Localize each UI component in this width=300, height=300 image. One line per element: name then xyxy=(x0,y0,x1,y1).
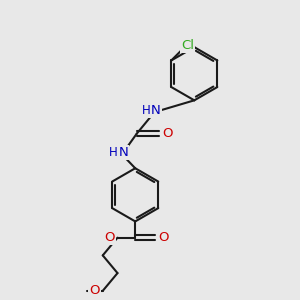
Text: N: N xyxy=(151,104,161,117)
Text: O: O xyxy=(162,127,172,140)
Text: O: O xyxy=(158,231,169,244)
Text: O: O xyxy=(89,284,100,297)
Text: H: H xyxy=(142,104,151,117)
Text: N: N xyxy=(118,146,128,159)
Text: Cl: Cl xyxy=(181,39,194,52)
Text: H: H xyxy=(109,146,118,159)
Text: O: O xyxy=(104,231,115,244)
